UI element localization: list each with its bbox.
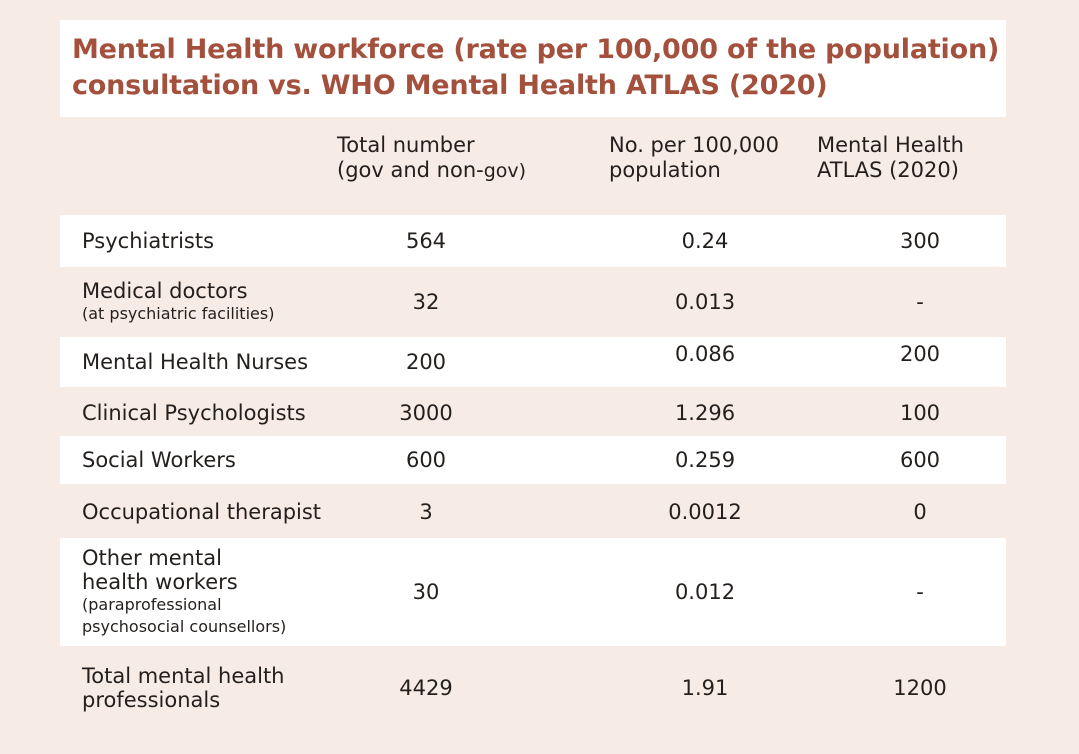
cell-per100k: 0.086 — [674, 342, 736, 366]
header-per-100k: No. per 100,000 population — [609, 133, 779, 182]
row-label: Total mental health professionals — [82, 664, 285, 712]
table-row: Mental Health Nurses 200 0.086 200 — [60, 337, 1006, 387]
cell-total: 4429 — [399, 676, 453, 700]
cell-atlas: 0 — [913, 500, 927, 524]
cell-total: 3000 — [399, 401, 453, 425]
row-label: Medical doctors (at psychiatric faciliti… — [82, 279, 275, 323]
row-label: Clinical Psychologists — [82, 401, 306, 425]
table-row: Occupational therapist 3 0.0012 0 — [60, 488, 1006, 536]
row-label: Mental Health Nurses — [82, 350, 309, 374]
cell-total: 3 — [419, 500, 433, 524]
cell-per100k: 1.296 — [674, 401, 736, 425]
cell-total: 600 — [405, 448, 447, 472]
cell-total: 32 — [412, 290, 440, 314]
cell-total: 564 — [405, 229, 447, 253]
row-label: Social Workers — [82, 448, 236, 472]
table-row: Clinical Psychologists 3000 1.296 100 — [60, 390, 1006, 436]
table-row: Medical doctors (at psychiatric faciliti… — [60, 270, 1006, 334]
title-line-1: Mental Health workforce (rate per 100,00… — [72, 34, 1000, 65]
header-atlas: Mental Health ATLAS (2020) — [817, 133, 964, 182]
title-line-2: consultation vs. WHO Mental Health ATLAS… — [72, 70, 828, 101]
table-row: Other mental health workers (paraprofess… — [60, 538, 1006, 646]
row-label: Occupational therapist — [82, 500, 322, 524]
cell-atlas: - — [916, 290, 924, 314]
cell-per100k: 0.0012 — [668, 500, 742, 524]
cell-per100k: 0.013 — [674, 290, 736, 314]
cell-atlas: - — [916, 580, 924, 604]
cell-per100k: 0.24 — [681, 229, 729, 253]
title-box: Mental Health workforce (rate per 100,00… — [60, 20, 1006, 117]
page-title: Mental Health workforce (rate per 100,00… — [60, 20, 1006, 104]
cell-atlas: 300 — [899, 229, 941, 253]
cell-atlas: 600 — [899, 448, 941, 472]
cell-atlas: 200 — [899, 342, 941, 366]
row-label: Other mental health workers (paraprofess… — [82, 546, 287, 636]
cell-total: 200 — [405, 350, 447, 374]
cell-atlas: 100 — [899, 401, 941, 425]
table-row: Psychiatrists 564 0.24 300 — [60, 215, 1006, 267]
table-row-total: Total mental health professionals 4429 1… — [60, 654, 1006, 722]
table-row: Social Workers 600 0.259 600 — [60, 436, 1006, 484]
cell-per100k: 0.012 — [674, 580, 736, 604]
header-total-number: Total number (gov and non-gov) — [337, 133, 527, 182]
cell-per100k: 0.259 — [674, 448, 736, 472]
cell-atlas: 1200 — [893, 676, 947, 700]
row-label: Psychiatrists — [82, 229, 215, 253]
cell-per100k: 1.91 — [681, 676, 729, 700]
cell-total: 30 — [412, 580, 440, 604]
